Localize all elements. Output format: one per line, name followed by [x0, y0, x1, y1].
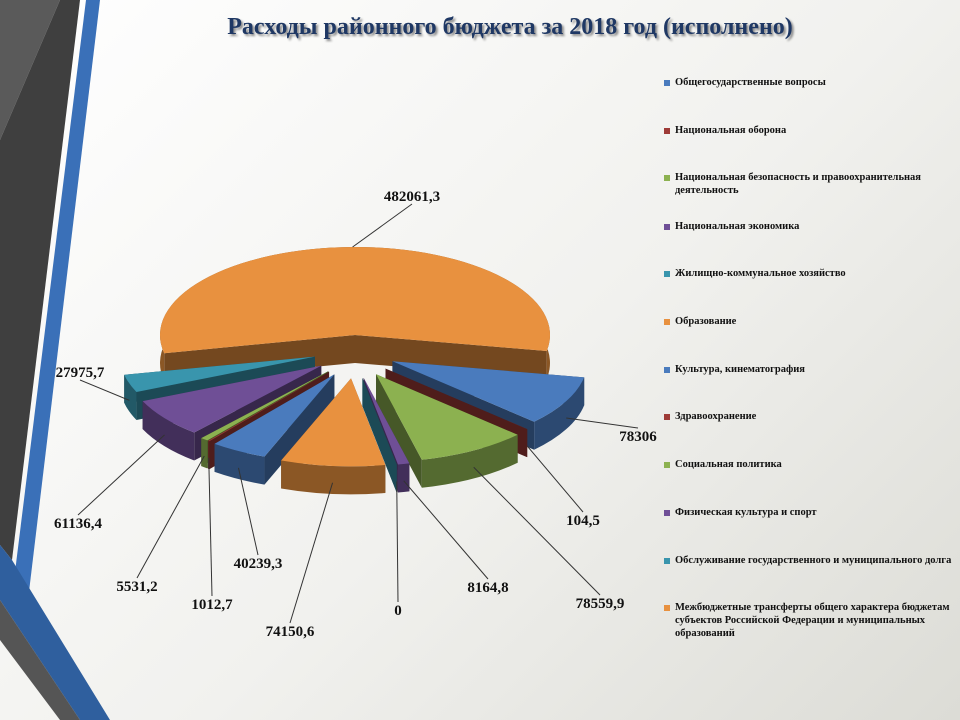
- legend-label: Общегосударственные вопросы: [675, 77, 826, 88]
- legend-item: Национальная экономика: [664, 220, 954, 233]
- legend-label: Жилищно-коммунальное хозяйство: [675, 268, 846, 279]
- data-label: 5531,2: [116, 579, 157, 595]
- data-label: 61136,4: [54, 516, 102, 532]
- legend-swatch: [664, 271, 670, 277]
- slice: [281, 378, 386, 495]
- leader-line: [566, 417, 639, 429]
- decor-stripe: [0, 545, 110, 720]
- legend-swatch: [664, 224, 670, 230]
- slice-top: [363, 377, 410, 465]
- legend-swatch: [664, 510, 670, 516]
- legend-item: Здравоохранение: [664, 410, 954, 423]
- pie: [124, 246, 585, 495]
- legend-item: Национальная оборона: [664, 124, 954, 137]
- leader-line: [289, 482, 334, 624]
- data-label: 74150,6: [266, 624, 315, 640]
- slice-top: [392, 361, 585, 422]
- slice-wall: [362, 378, 397, 493]
- legend-swatch: [664, 175, 670, 181]
- slice-top: [281, 378, 386, 467]
- legend-swatch: [664, 414, 670, 420]
- data-label: 0: [394, 603, 402, 619]
- leader-line: [396, 481, 399, 603]
- legend-label: Межбюджетные трансферты общего характера…: [675, 602, 950, 639]
- leader-line: [79, 379, 130, 401]
- leader-line: [473, 466, 601, 596]
- leader-line: [237, 467, 259, 556]
- labels: 40239,3 1012,7 5531,2 61136,4 27975,7 482061,…: [54, 189, 657, 640]
- legend-label: Национальная экономика: [675, 221, 800, 232]
- slice-wall: [376, 374, 422, 488]
- data-label: 1012,7: [191, 597, 233, 613]
- legend-item: Межбюджетные трансферты общего характера…: [664, 601, 954, 640]
- data-label: 8164,8: [467, 580, 508, 596]
- leader-line: [136, 455, 205, 579]
- slice-top: [208, 371, 330, 442]
- slice: [214, 374, 335, 485]
- slice: [376, 374, 518, 488]
- legend-swatch: [664, 558, 670, 564]
- decor-stripe: [0, 600, 80, 720]
- leader-line: [352, 203, 413, 248]
- slice-side: [397, 463, 410, 493]
- legend-item: Образование: [664, 315, 954, 328]
- slice-top: [214, 374, 335, 457]
- slice-side: [281, 460, 386, 495]
- legend-item: Физическая культура и спорт: [664, 506, 954, 519]
- legend-item: Обслуживание государственного и муниципа…: [664, 554, 954, 567]
- legend-label: Обслуживание государственного и муниципа…: [675, 555, 952, 566]
- decor-stripe: [0, 0, 80, 560]
- slice-side: [214, 443, 265, 485]
- legend-item: Социальная политика: [664, 458, 954, 471]
- legend-item: Национальная безопасность и правоохранит…: [664, 171, 954, 197]
- legend-label: Национальная оборона: [675, 125, 787, 136]
- slice-side: [201, 438, 208, 469]
- slice-top: [142, 365, 322, 433]
- legend-label: Социальная политика: [675, 459, 782, 470]
- slice-wall: [124, 356, 316, 403]
- slice-side: [142, 401, 195, 461]
- decor-stripe: [14, 0, 100, 600]
- data-label: 27975,7: [56, 365, 105, 381]
- legend-swatch: [664, 319, 670, 325]
- slice-side: [124, 374, 137, 420]
- legend-item: Культура, кинематография: [664, 363, 954, 376]
- chart-title: Расходы районного бюджета за 2018 год (и…: [227, 14, 793, 40]
- data-label: 482061,3: [384, 189, 440, 205]
- legend-label: Национальная безопасность и правоохранит…: [675, 172, 921, 196]
- slice-top: [385, 368, 528, 430]
- legend-label: Физическая культура и спорт: [675, 507, 817, 518]
- data-label: 78306: [619, 429, 657, 445]
- leader-line: [526, 445, 584, 513]
- slice-top: [124, 356, 316, 392]
- legend-item: Жилищно-коммунальное хозяйство: [664, 267, 954, 280]
- legend-swatch: [664, 128, 670, 134]
- slice: [159, 246, 551, 382]
- slice: [362, 378, 397, 493]
- slice-wall: [355, 335, 547, 380]
- leader-line: [77, 434, 165, 516]
- slice-top: [201, 371, 329, 441]
- legend-label: Культура, кинематография: [675, 364, 805, 375]
- slice-side: [421, 434, 518, 488]
- slice-top: [160, 246, 551, 354]
- legend-swatch: [664, 80, 670, 86]
- legend-label: Образование: [675, 316, 737, 327]
- leader-line: [403, 480, 489, 580]
- legend-swatch: [664, 462, 670, 468]
- slice-side: [534, 377, 585, 450]
- legend-swatch: [664, 367, 670, 373]
- leader-line: [208, 457, 213, 597]
- data-label: 40239,3: [234, 556, 283, 572]
- data-label: 78559,9: [576, 596, 625, 612]
- slice-top: [376, 374, 518, 460]
- legend-label: Здравоохранение: [675, 411, 757, 422]
- legend-swatch: [664, 605, 670, 611]
- data-label: 104,5: [566, 513, 600, 529]
- legend-item: Общегосударственные вопросы: [664, 76, 954, 89]
